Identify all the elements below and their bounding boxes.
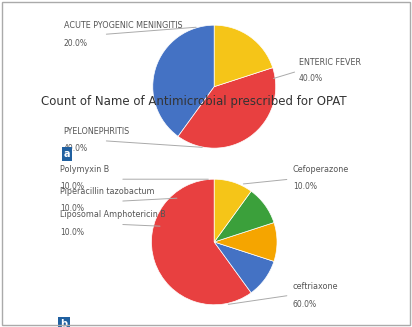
Text: 40.0%: 40.0% [63,144,88,153]
Text: ceftriaxone: ceftriaxone [293,282,338,291]
Text: Liposomal Amphotericin B: Liposomal Amphotericin B [61,210,166,219]
Text: Polymyxin B: Polymyxin B [61,165,110,174]
Text: 10.0%: 10.0% [293,182,317,191]
Wedge shape [152,179,251,305]
Wedge shape [214,179,251,242]
Text: 10.0%: 10.0% [61,204,84,213]
Text: Cefoperazone: Cefoperazone [293,165,349,174]
Text: 60.0%: 60.0% [293,300,317,309]
Text: 40.0%: 40.0% [299,74,323,83]
Text: PYELONEPHRITIS: PYELONEPHRITIS [63,127,130,136]
Wedge shape [178,68,276,148]
Text: 20.0%: 20.0% [63,39,88,48]
Text: b: b [61,318,68,327]
Text: ENTERIC FEVER: ENTERIC FEVER [299,58,361,67]
Text: a: a [63,149,70,159]
Text: ACUTE PYOGENIC MENINGITIS: ACUTE PYOGENIC MENINGITIS [63,21,182,30]
Wedge shape [214,223,277,261]
Wedge shape [214,242,274,293]
Text: Piperacillin tazobactum: Piperacillin tazobactum [61,187,155,196]
Wedge shape [214,191,274,242]
Wedge shape [214,25,273,87]
Text: 10.0%: 10.0% [61,182,84,191]
Text: Count of Name of Antimicrobial prescribed for OPAT: Count of Name of Antimicrobial prescribe… [41,95,347,108]
Text: 10.0%: 10.0% [61,228,84,236]
Wedge shape [153,25,214,136]
